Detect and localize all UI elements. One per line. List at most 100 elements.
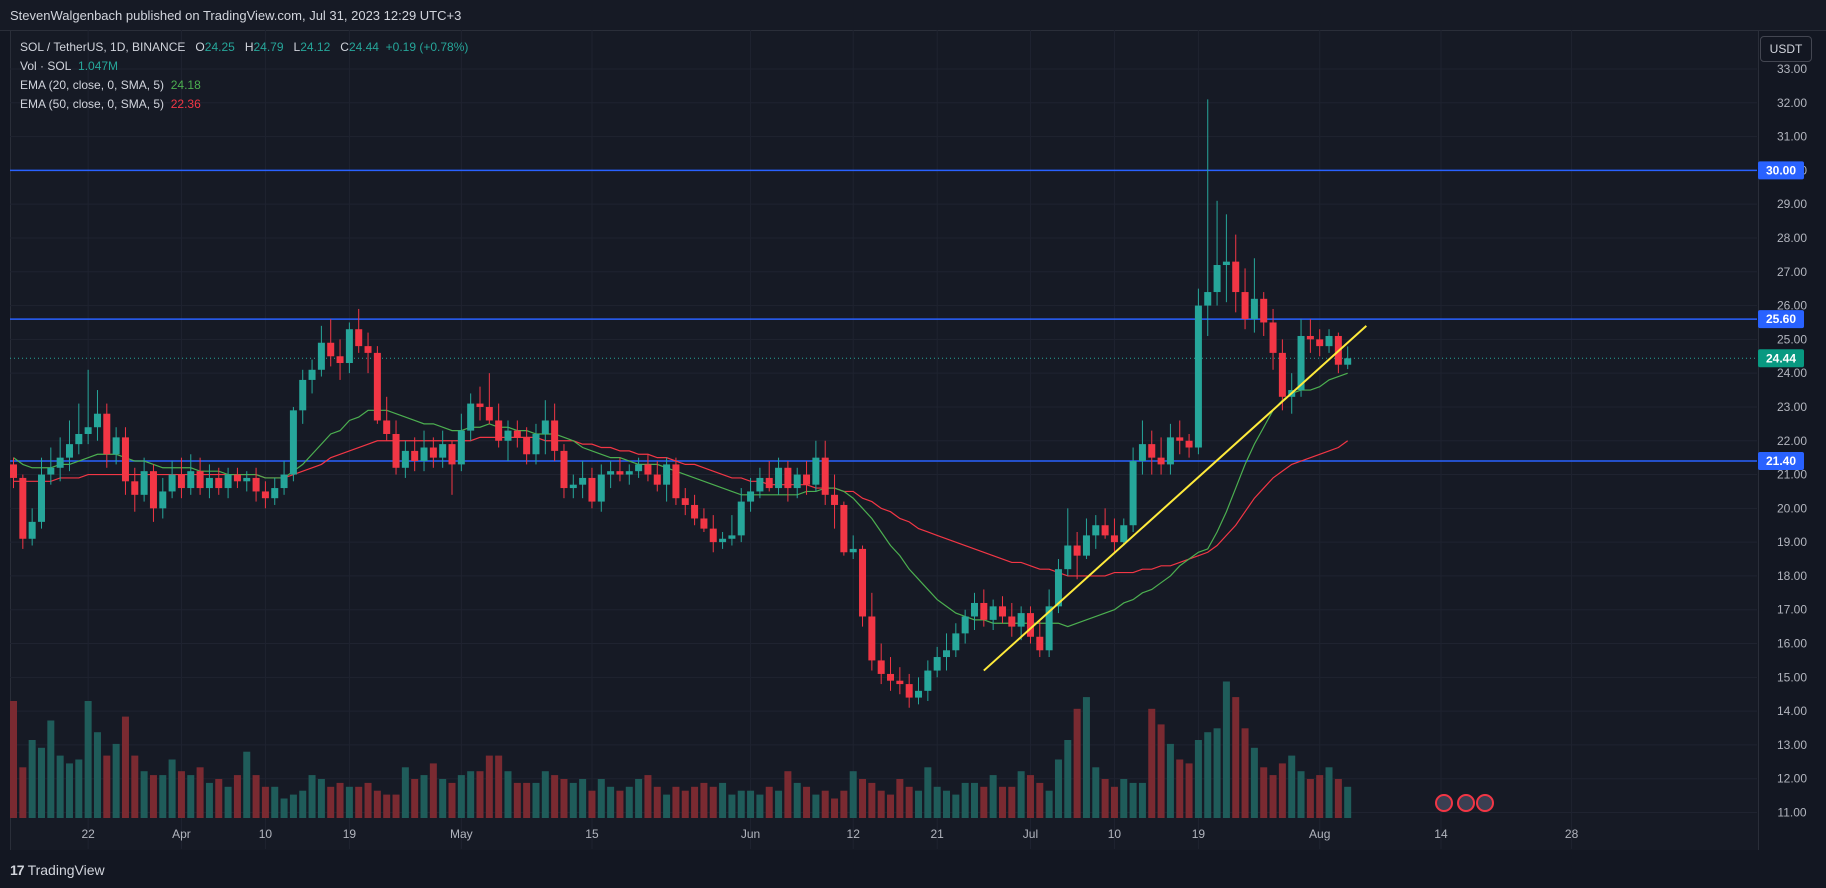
volume-bar xyxy=(868,782,876,818)
volume-bar xyxy=(345,786,353,818)
candle-body xyxy=(803,474,811,485)
candle-body xyxy=(1232,261,1240,293)
price-axis-label: 33.00 xyxy=(1777,62,1807,76)
economic-event-icon xyxy=(1457,794,1475,812)
volume-bar xyxy=(28,740,36,818)
volume-bar xyxy=(1110,786,1118,818)
volume-bar xyxy=(625,786,633,818)
volume-bar xyxy=(56,755,64,818)
price-axis-label: 24.00 xyxy=(1777,366,1807,380)
price-axis-label: 17.00 xyxy=(1777,603,1807,617)
candle-body xyxy=(1176,437,1184,441)
volume-bar xyxy=(1232,697,1240,818)
ema20-legend-row[interactable]: EMA (20, close, 0, SMA, 5) 24.18 xyxy=(20,76,468,95)
volume-bar xyxy=(541,771,549,818)
volume-bar xyxy=(943,790,950,818)
volume-bar xyxy=(383,794,391,818)
volume-bar xyxy=(1288,755,1296,818)
candle-body xyxy=(1148,444,1156,458)
volume-bar xyxy=(961,782,969,818)
volume-bar xyxy=(10,701,17,818)
volume-bar xyxy=(840,790,848,818)
volume-bar xyxy=(1101,779,1109,818)
volume-bar xyxy=(504,771,512,818)
volume-bar xyxy=(952,794,960,818)
candle-body xyxy=(1297,335,1305,391)
volume-bar xyxy=(1045,790,1053,818)
volume-bar xyxy=(271,786,279,818)
candle-body xyxy=(383,420,391,434)
candle-body xyxy=(970,602,978,617)
candle-body xyxy=(317,342,325,370)
candle-body xyxy=(429,447,437,458)
volume-bar xyxy=(1194,740,1202,818)
volume-bar xyxy=(970,782,978,818)
candle-body xyxy=(205,477,213,489)
candle-body xyxy=(392,433,400,468)
volume-bar xyxy=(495,755,503,818)
price-axis-label: 15.00 xyxy=(1777,670,1807,684)
candle-body xyxy=(523,437,531,455)
low-value: 24.12 xyxy=(300,40,331,54)
volume-bar xyxy=(233,775,241,818)
volume-bar xyxy=(457,775,465,818)
volume-bar xyxy=(765,786,773,818)
tradingview-logo[interactable]: 17 TradingView xyxy=(10,862,105,878)
candle-body xyxy=(364,346,372,353)
volume-bar xyxy=(177,771,185,818)
price-axis-label: 12.00 xyxy=(1777,772,1807,786)
currency-unit-button[interactable]: USDT xyxy=(1760,36,1812,62)
volume-bar xyxy=(112,743,120,818)
volume-bar xyxy=(37,747,45,818)
candle-body xyxy=(28,521,36,539)
volume-bar xyxy=(672,786,680,818)
volume-bar xyxy=(131,755,139,818)
volume-bar xyxy=(803,786,811,818)
volume-bar xyxy=(793,782,801,818)
volume-bar xyxy=(1241,728,1249,818)
volume-bar xyxy=(709,786,717,818)
candle-body xyxy=(1316,339,1324,347)
candle-body xyxy=(1138,444,1146,462)
candle-body xyxy=(233,474,241,482)
candle-body xyxy=(289,410,297,475)
volume-bar xyxy=(1036,782,1044,818)
volume-bar xyxy=(467,771,475,818)
ema50-legend-row[interactable]: EMA (50, close, 0, SMA, 5) 22.36 xyxy=(20,95,468,114)
symbol-label[interactable]: SOL / TetherUS, 1D, BINANCE xyxy=(20,40,186,54)
volume-bar xyxy=(1157,724,1165,818)
volume-bar xyxy=(1316,775,1324,818)
candle-body xyxy=(868,616,876,661)
volume-bar xyxy=(747,790,755,818)
time-axis-label: 15 xyxy=(585,827,599,841)
volume-bar xyxy=(448,782,456,818)
candle-body xyxy=(793,474,801,489)
volume-bar xyxy=(280,798,288,818)
volume-bar xyxy=(215,779,223,818)
price-axis-label: 29.00 xyxy=(1777,197,1807,211)
candle-body xyxy=(56,457,64,468)
volume-bar xyxy=(737,790,745,818)
volume-bar xyxy=(327,786,335,818)
volume-bar xyxy=(1064,740,1072,818)
candle-body xyxy=(532,433,540,455)
volume-bar xyxy=(196,767,204,818)
economic-event-icon xyxy=(1435,794,1453,812)
candle-body xyxy=(1026,613,1034,637)
close-label: C xyxy=(340,40,349,54)
volume-bar xyxy=(588,790,596,818)
candle-body xyxy=(915,690,923,698)
candle-body xyxy=(121,437,129,482)
volume-legend-row[interactable]: Vol · SOL 1.047M xyxy=(20,57,468,76)
candle-body xyxy=(943,650,950,658)
candle-body xyxy=(495,420,503,441)
volume-bar xyxy=(523,782,531,818)
volume-bar xyxy=(644,775,652,818)
volume-bar xyxy=(47,720,55,818)
candle-body xyxy=(812,457,820,485)
candle-body xyxy=(467,403,475,431)
volume-bar xyxy=(308,775,316,818)
volume-bar xyxy=(476,771,484,818)
candle-body xyxy=(439,444,447,458)
